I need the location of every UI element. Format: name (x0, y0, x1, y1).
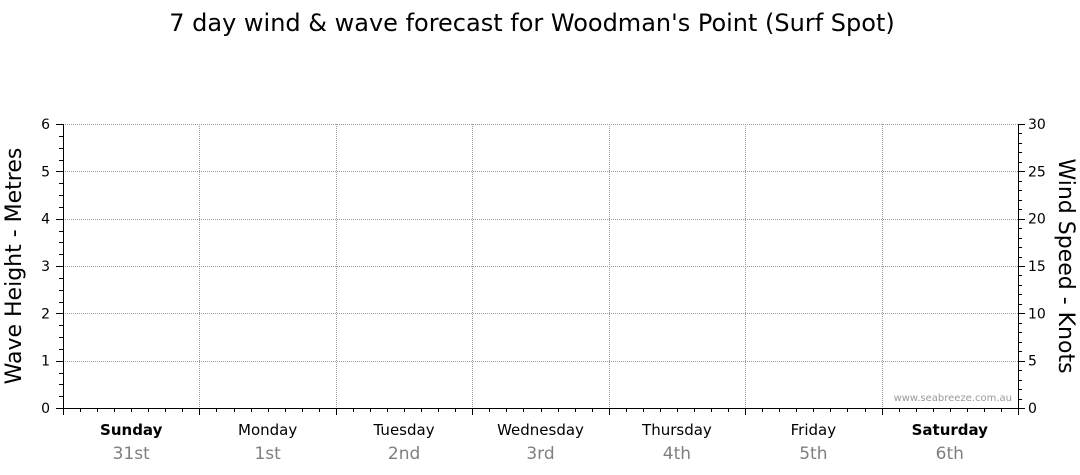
right-tick-label: 25 (1028, 164, 1046, 180)
right-tick-label: 5 (1028, 354, 1037, 370)
day-name-label: Thursday (641, 421, 712, 439)
right-tick-label: 20 (1028, 212, 1046, 228)
left-tick-label: 0 (41, 401, 50, 417)
y2-axis-title: Wind Speed - Knots (1053, 158, 1078, 373)
day-date-label: 2nd (388, 444, 420, 464)
left-tick-label: 6 (41, 117, 50, 133)
day-name-label: Monday (238, 421, 297, 439)
day-date-label: 1st (254, 444, 281, 464)
day-name-label: Saturday (912, 421, 989, 439)
watermark: www.seabreeze.com.au (894, 393, 1012, 404)
day-date-label: 5th (799, 444, 827, 464)
left-tick-label: 5 (41, 164, 50, 180)
day-date-label: 6th (936, 444, 964, 464)
day-name-label: Wednesday (497, 421, 584, 439)
day-date-label: 31st (113, 444, 150, 464)
grid-layer (63, 124, 1018, 408)
right-tick-label: 10 (1028, 306, 1046, 322)
day-date-label: 4th (663, 444, 691, 464)
left-tick-label: 3 (41, 259, 50, 275)
tick-label-layer: 0 1 2 3 4 5 6 0 5 10 15 20 25 30 (41, 117, 1046, 417)
right-tick-label: 0 (1028, 401, 1037, 417)
axis-layer (56, 124, 1025, 415)
left-tick-label: 2 (41, 306, 50, 322)
chart-title: 7 day wind & wave forecast for Woodman's… (169, 9, 894, 37)
day-date-label: 3rd (526, 444, 554, 464)
left-tick-label: 4 (41, 212, 50, 228)
day-name-label: Friday (791, 421, 837, 439)
right-tick-label: 30 (1028, 117, 1046, 133)
y-axis-title: Wave Height - Metres (2, 148, 27, 385)
right-tick-label: 15 (1028, 259, 1046, 275)
day-name-label: Tuesday (373, 421, 435, 439)
day-name-label: Sunday (100, 421, 163, 439)
left-tick-label: 1 (41, 354, 50, 370)
day-label-layer: Sunday 31st Monday 1st Tuesday 2nd Wednesday 3r… (100, 421, 988, 464)
